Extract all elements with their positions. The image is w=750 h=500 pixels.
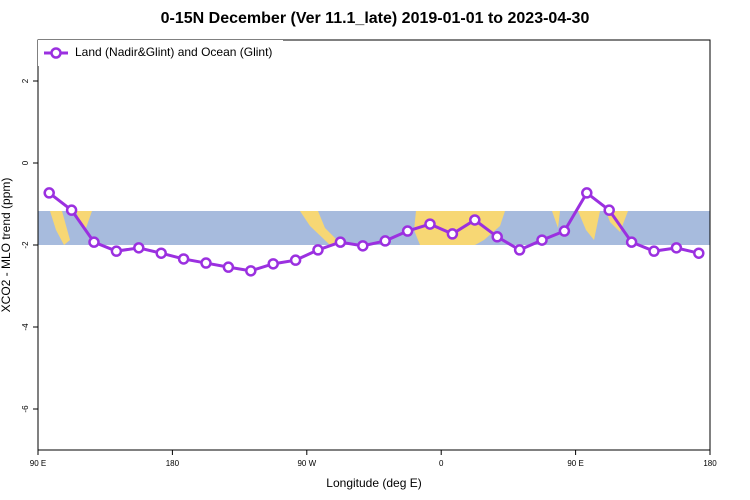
x-tick-label: 0	[439, 459, 444, 468]
data-point	[289, 254, 302, 266]
data-point	[245, 265, 257, 277]
data-point	[65, 204, 78, 216]
y-tick-label: -4	[21, 323, 30, 331]
x-tick-label: 180	[166, 459, 180, 468]
map-band	[38, 211, 710, 245]
data-point	[446, 228, 459, 240]
x-tick-label: 90 E	[30, 459, 46, 468]
data-point	[43, 187, 55, 199]
data-point	[133, 242, 145, 254]
x-axis-label: Longitude (deg E)	[326, 476, 421, 490]
data-point	[581, 187, 593, 199]
y-tick-label: -2	[21, 241, 30, 249]
x-tick-label: 90 E	[567, 459, 583, 468]
data-point	[513, 244, 526, 256]
data-point	[536, 234, 548, 246]
data-point	[88, 236, 100, 248]
data-point	[110, 245, 123, 257]
data-point	[334, 236, 347, 248]
chart-title: 0-15N December (Ver 11.1_late) 2019-01-0…	[161, 10, 590, 27]
y-tick-label: 2	[21, 78, 30, 83]
data-point	[693, 247, 705, 259]
legend-marker	[50, 47, 62, 59]
data-point	[469, 214, 481, 226]
data-point	[558, 225, 571, 237]
y-tick-label: -6	[21, 405, 30, 413]
data-point	[379, 235, 391, 247]
x-tick-label: 90 W	[297, 459, 316, 468]
legend: Land (Nadir&Glint) and Ocean (Glint)	[38, 40, 283, 66]
data-point	[312, 244, 324, 256]
data-point	[424, 218, 436, 230]
data-point	[155, 247, 167, 259]
data-point	[625, 236, 638, 248]
data-point	[200, 257, 212, 269]
y-axis-label: XCO2 - MLO trend (ppm)	[0, 178, 13, 313]
data-point	[670, 242, 683, 254]
data-point	[401, 225, 414, 237]
legend-box	[38, 40, 283, 66]
data-point	[177, 253, 190, 265]
legend-label: Land (Nadir&Glint) and Ocean (Glint)	[75, 45, 272, 59]
data-point	[491, 231, 503, 243]
data-point	[648, 245, 660, 257]
y-tick-label: 0	[21, 160, 30, 165]
data-point	[267, 258, 279, 270]
x-tick-label: 180	[703, 459, 717, 468]
data-point	[222, 261, 235, 273]
data-point	[357, 240, 369, 252]
data-point	[603, 204, 615, 216]
